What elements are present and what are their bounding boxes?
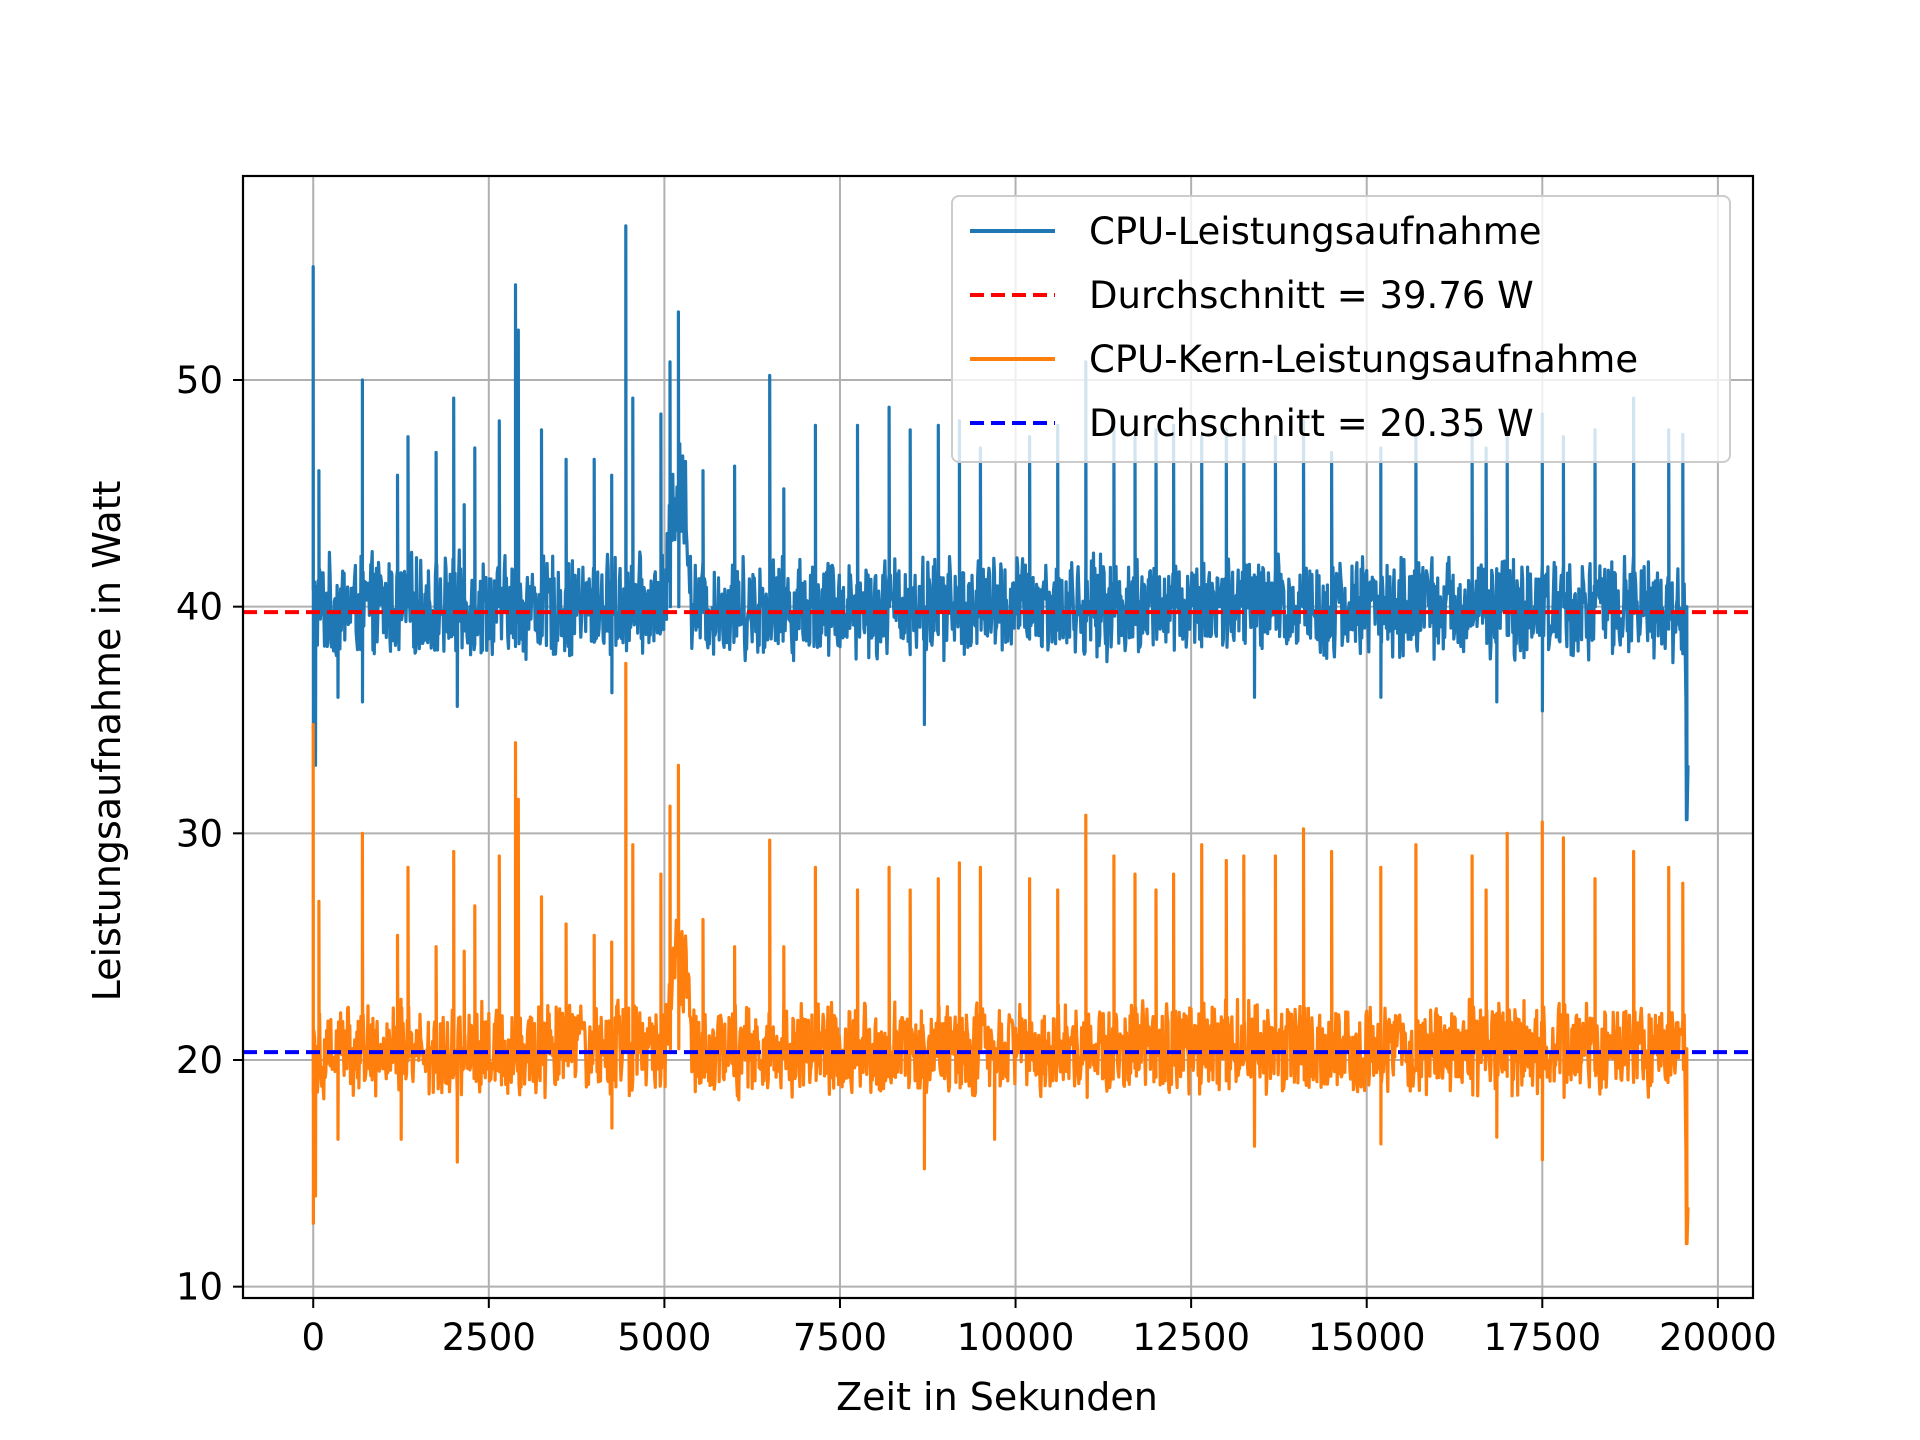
y-tick-label: 30	[176, 812, 223, 855]
legend-entry-label: CPU-Kern-Leistungsaufnahme	[1089, 338, 1638, 381]
x-axis-label: Zeit in Sekunden	[836, 1375, 1158, 1419]
series-line-cpu	[311, 224, 1690, 822]
y-axis-label: Leistungsaufnahme in Watt	[85, 481, 129, 1002]
axes-frame	[241, 174, 1755, 1300]
plot-area: 0 2500 5000 7500 10000 12500 15000 17500 20000 10…	[176, 174, 1777, 1359]
legend-entry-label: CPU-Leistungsaufnahme	[1089, 210, 1542, 253]
legend-box	[951, 195, 1731, 463]
x-tick-label: 10000	[957, 1316, 1075, 1359]
data-layer	[243, 224, 1753, 1246]
y-tick-label: 10	[176, 1266, 223, 1309]
legend-entry-label: Durchschnitt = 39.76 W	[1089, 274, 1534, 317]
x-tick-label: 20000	[1659, 1316, 1777, 1359]
y-tick-label: 40	[176, 586, 223, 629]
x-tick-label: 15000	[1308, 1316, 1426, 1359]
legend-entry-label: Durchschnitt = 20.35 W	[1089, 402, 1534, 445]
x-tick-label: 2500	[442, 1316, 536, 1359]
y-tick-label: 20	[176, 1039, 223, 1082]
y-tick-label: 50	[176, 359, 223, 402]
x-tick-label: 5000	[617, 1316, 711, 1359]
series-line-core	[311, 661, 1690, 1246]
legend: CPU-Leistungsaufnahme Durchschnitt = 39.7…	[951, 195, 1731, 463]
x-tick-label: 7500	[793, 1316, 887, 1359]
x-tick-label: 17500	[1483, 1316, 1601, 1359]
x-tick-label: 0	[301, 1316, 325, 1359]
x-tick-label: 12500	[1132, 1316, 1250, 1359]
